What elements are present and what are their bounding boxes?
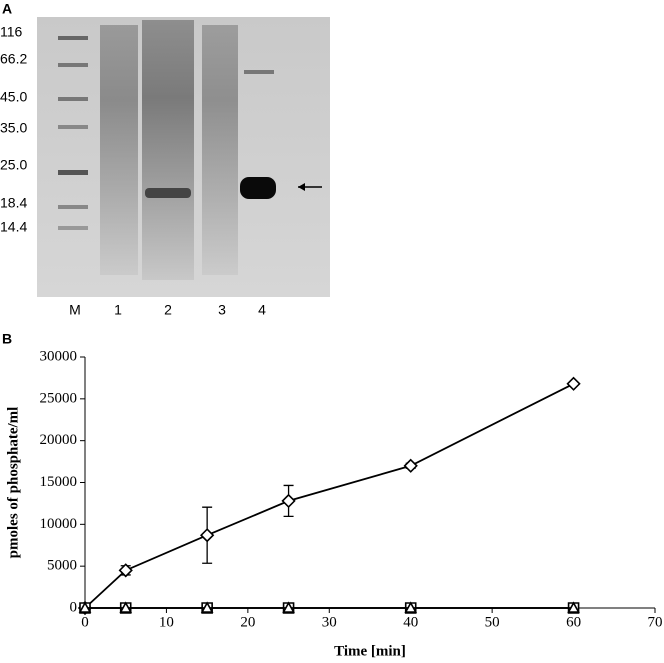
marker-label: 35.0: [0, 120, 27, 136]
marker-label: 116: [0, 24, 23, 40]
x-tick-label: 0: [81, 614, 89, 630]
series-line: [84, 382, 574, 609]
y-tick-label: 20000: [40, 432, 78, 448]
panel-label: B: [2, 331, 12, 347]
marker-label: 25.0: [0, 157, 27, 173]
y-tick-label: 30000: [40, 348, 78, 364]
panel-label: A: [2, 1, 12, 17]
data-point: [118, 563, 133, 578]
data-point: [200, 601, 214, 613]
y-tick-label: 5000: [47, 558, 77, 574]
y-tick-label: 10000: [40, 516, 78, 532]
data-point: [567, 601, 580, 613]
x-tick-label: 70: [648, 614, 663, 630]
marker-label: 14.4: [0, 219, 27, 235]
data-point: [78, 601, 92, 613]
data-point: [200, 528, 215, 543]
arrow-head: [298, 183, 305, 191]
data-point: [282, 601, 295, 613]
x-tick-label: 40: [403, 614, 418, 630]
gel-image: [37, 17, 330, 297]
data-point: [404, 601, 418, 613]
y-axis-label: pmoles of phosphate/ml: [5, 407, 21, 559]
data-point: [403, 458, 418, 473]
y-tick-label: 25000: [40, 390, 78, 406]
x-tick-label: 60: [566, 614, 581, 630]
lane-label: 4: [258, 302, 266, 318]
lane-label: M: [69, 302, 81, 318]
y-tick-label: 15000: [40, 474, 78, 490]
marker-label: 66.2: [0, 51, 27, 67]
lane-label: 3: [218, 302, 226, 318]
data-point: [566, 376, 581, 391]
data-point: [119, 601, 133, 613]
marker-label: 18.4: [0, 195, 27, 211]
marker-label: 45.0: [0, 89, 27, 105]
data-point: [281, 493, 296, 509]
x-tick-label: 50: [485, 614, 500, 630]
lane-label: 2: [164, 302, 172, 318]
x-axis-label: Time [min]: [334, 643, 406, 659]
x-tick-label: 20: [240, 614, 255, 630]
y-tick-label: 0: [70, 599, 78, 615]
lane-label: 1: [114, 302, 122, 318]
x-tick-label: 10: [159, 614, 174, 630]
x-tick-label: 30: [322, 614, 337, 630]
